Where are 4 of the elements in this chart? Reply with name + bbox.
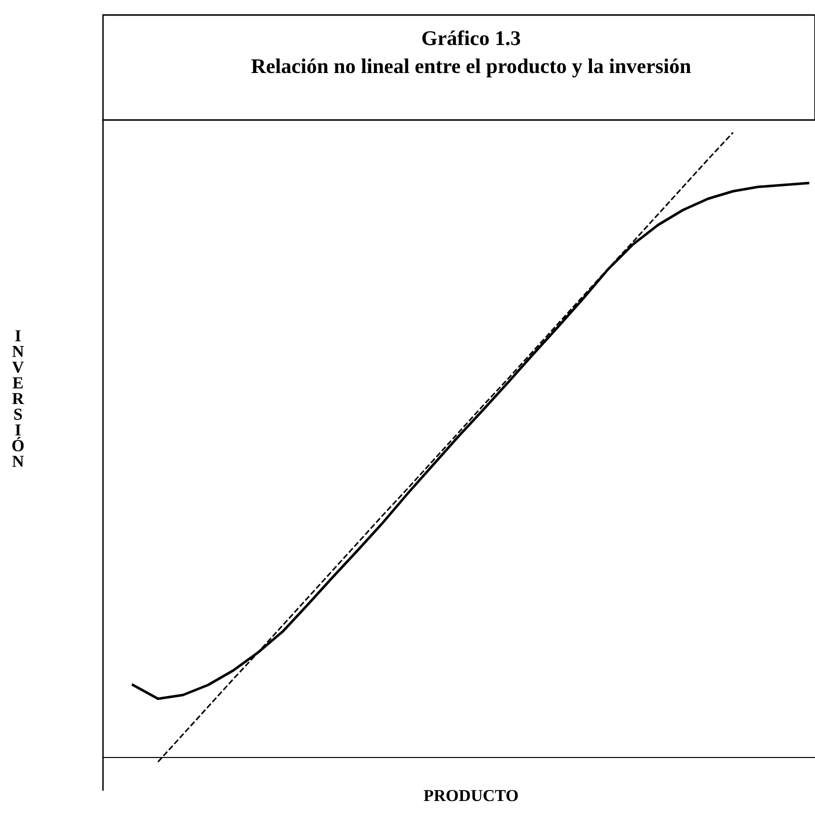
- chart-title: Gráfico 1.3: [422, 30, 520, 46]
- chart-subtitle: Relación no lineal entre el producto y la inversión: [251, 58, 691, 78]
- x-axis-title: PRODUCTO: [424, 790, 518, 802]
- text: INVERSIÓN: [12, 330, 24, 467]
